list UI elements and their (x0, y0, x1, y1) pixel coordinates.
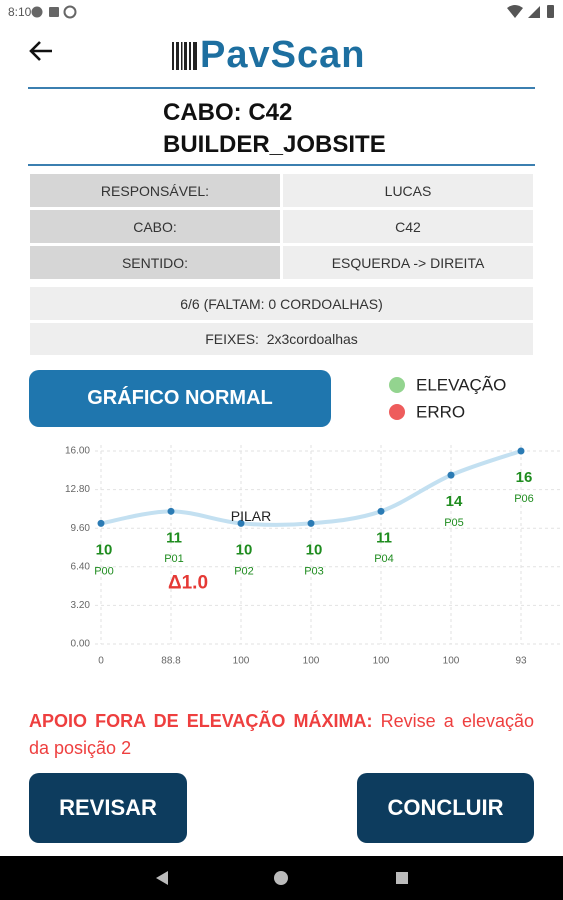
legend: ELEVAÇÃO ERRO (389, 375, 506, 421)
data-point (517, 447, 525, 455)
info-label: CABO: (30, 210, 280, 243)
y-tick-label: 9.60 (71, 523, 91, 534)
point-label: P06 (514, 493, 534, 505)
info-value: ESQUERDA -> DIREITA (283, 246, 533, 279)
annotation: PILAR (231, 508, 271, 524)
data-point (97, 519, 105, 527)
chart-mode-button[interactable]: GRÁFICO NORMAL (29, 370, 331, 427)
status-time: 8:10 (8, 5, 32, 19)
x-tick-label: 100 (443, 656, 460, 667)
review-button[interactable]: REVISAR (29, 773, 187, 843)
x-tick-label: 88.8 (161, 656, 181, 667)
value-label: 10 (236, 541, 253, 558)
value-label: 11 (166, 529, 182, 546)
value-label: 16 (516, 469, 533, 486)
cable-title: CABO: C42 (163, 99, 293, 126)
value-label: 14 (446, 493, 463, 510)
value-label: 10 (306, 541, 323, 558)
x-tick-label: 100 (233, 656, 250, 667)
data-point (307, 519, 315, 527)
value-label: 11 (376, 529, 392, 546)
divider (28, 164, 535, 166)
point-label: P02 (234, 565, 254, 577)
system-icons (507, 5, 554, 18)
count-row: 6/6 (FALTAM: 0 CORDOALHAS) (30, 287, 533, 320)
annotation: Δ1.0 (168, 572, 208, 593)
point-label: P04 (374, 553, 394, 565)
point-label: P03 (304, 565, 324, 577)
app-logo: PavScan (200, 34, 366, 76)
finish-button[interactable]: CONCLUIR (357, 773, 534, 843)
y-tick-label: 3.20 (71, 600, 91, 611)
info-label: RESPONSÁVEL: (30, 174, 280, 207)
jobsite: BUILDER_JOBSITE (163, 131, 386, 158)
legend-swatch (389, 377, 405, 393)
x-tick-label: 93 (515, 656, 527, 667)
info-label: SENTIDO: (30, 246, 280, 279)
x-tick-label: 100 (373, 656, 390, 667)
x-tick-label: 100 (303, 656, 320, 667)
bundles-row: FEIXES: 2x3cordoalhas (30, 323, 533, 355)
legend-swatch (389, 404, 405, 420)
y-tick-label: 12.80 (65, 484, 90, 495)
chart: 0.00 3.20 6.40 9.60 12.80 16.00 0 88.8 100 100 100… (65, 445, 563, 667)
warning: APOIO FORA DE ELEVAÇÃO MÁXIMA: Revise a … (29, 708, 534, 762)
data-point (237, 519, 245, 527)
back-button[interactable] (26, 38, 56, 64)
point-label: P00 (94, 565, 114, 577)
point-label: P01 (164, 553, 184, 565)
bundles-label: FEIXES: (205, 331, 259, 347)
data-point (447, 471, 455, 479)
bundles-value: 2x3cordoalhas (266, 331, 358, 347)
y-tick-label: 0.00 (71, 639, 91, 650)
data-point (167, 507, 175, 515)
y-tick-label: 6.40 (71, 561, 91, 572)
warning-text: Revise a elevação da posição 2 (29, 711, 534, 758)
logo-icon (172, 42, 197, 70)
point-label: P05 (444, 517, 464, 529)
info-value: C42 (283, 210, 533, 243)
data-point (377, 507, 385, 515)
nav-bar (0, 856, 563, 900)
y-tick-label: 16.00 (65, 446, 90, 457)
x-tick-label: 0 (98, 656, 104, 667)
status-icons (31, 5, 77, 19)
divider (28, 87, 535, 89)
warning-emphasis: APOIO FORA DE ELEVAÇÃO MÁXIMA: (29, 711, 373, 731)
value-label: 10 (96, 541, 113, 558)
legend-label: ELEVAÇÃO (416, 375, 506, 394)
info-value: LUCAS (283, 174, 533, 207)
legend-label: ERRO (416, 402, 465, 421)
